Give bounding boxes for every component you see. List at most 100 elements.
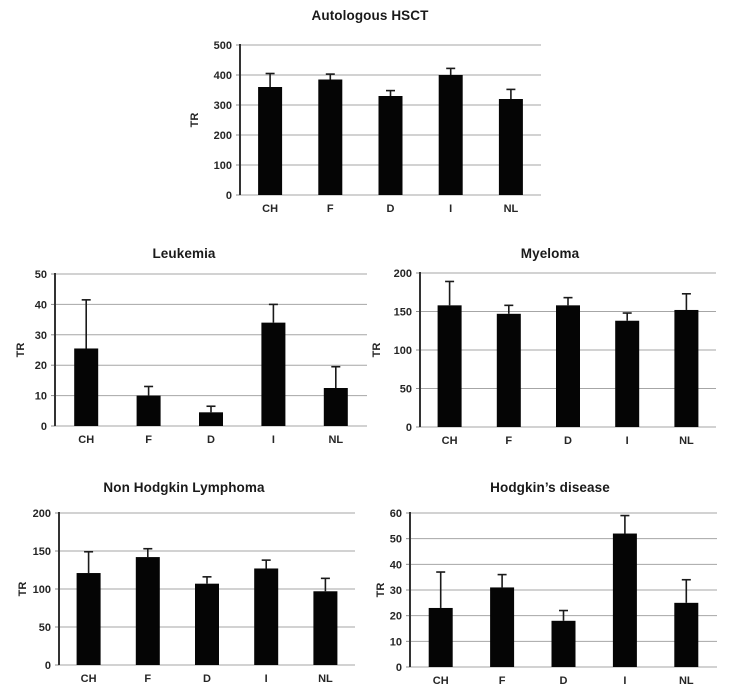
x-tick-label-nl: NL	[318, 673, 333, 685]
y-tick-label: 100	[214, 160, 232, 172]
bar-f	[318, 79, 343, 195]
bar-d	[195, 583, 219, 665]
x-tick-label-nl: NL	[328, 434, 343, 446]
y-tick-label: 150	[394, 307, 412, 319]
x-tick-label-ch: CH	[78, 434, 94, 446]
chart-leukemia: Leukemia 0 10 20 30 40 50 CH F D I NL TR	[0, 238, 368, 470]
x-tick-label-ch: CH	[262, 203, 278, 215]
x-tick-label-d: D	[207, 434, 215, 446]
y-tick-label: 300	[214, 100, 232, 112]
bar-ch	[428, 607, 453, 667]
bar-f	[135, 557, 160, 665]
x-tick-label-ch: CH	[442, 435, 458, 447]
y-tick-label: 10	[390, 636, 402, 648]
y-tick-label: 0	[396, 662, 402, 674]
x-tick-label-d: D	[387, 203, 395, 215]
y-tick-label: 20	[35, 360, 47, 372]
y-tick-label: 0	[45, 660, 51, 672]
y-axis-title: TR	[375, 583, 387, 598]
x-tick-label-f: F	[327, 203, 334, 215]
y-tick-label: 100	[33, 584, 51, 596]
bar-i	[254, 568, 279, 665]
x-tick-label-i: I	[272, 434, 275, 446]
x-tick-label-i: I	[626, 435, 629, 447]
y-tick-label: 30	[390, 585, 402, 597]
y-tick-label: 40	[35, 299, 47, 311]
chart-plot-myeloma: 0 50 100 150 200 CH F D I NL TR	[372, 268, 716, 447]
x-tick-label-d: D	[564, 435, 572, 447]
chart-title-leukemia: Leukemia	[152, 246, 216, 261]
bar-nl	[674, 309, 699, 427]
x-tick-label-f: F	[144, 673, 151, 685]
chart-title-autologous-hsct: Autologous HSCT	[311, 8, 429, 23]
y-tick-label: 50	[35, 269, 47, 281]
bar-f	[136, 395, 161, 426]
x-tick-label-i: I	[449, 203, 452, 215]
bar-nl	[323, 388, 348, 426]
bar-ch	[258, 87, 283, 195]
chart-plot-autologous-hsct: 0 100 200 300 400 500 CH F D I NL TR	[189, 40, 541, 215]
y-tick-label: 0	[406, 422, 412, 434]
y-tick-label: 40	[390, 559, 402, 571]
y-tick-label: 60	[390, 508, 402, 520]
y-tick-label: 0	[226, 190, 232, 202]
x-tick-label-f: F	[499, 675, 506, 687]
bar-ch	[76, 573, 101, 665]
y-tick-label: 150	[33, 546, 51, 558]
bar-f	[490, 587, 515, 667]
y-tick-label: 30	[35, 330, 47, 342]
x-tick-label-ch: CH	[433, 675, 449, 687]
y-axis-title: TR	[17, 582, 29, 597]
x-tick-label-ch: CH	[81, 673, 97, 685]
x-tick-label-f: F	[145, 434, 152, 446]
x-tick-label-d: D	[203, 673, 211, 685]
chart-myeloma: Myeloma 0 50 100 150 200 CH F D I NL TR	[372, 238, 728, 470]
bar-nl	[313, 591, 338, 665]
y-tick-label: 400	[214, 70, 232, 82]
bar-f	[496, 313, 521, 427]
chart-title-non-hodgkin-lymphoma: Non Hodgkin Lymphoma	[103, 480, 265, 495]
y-tick-label: 200	[33, 508, 51, 520]
bar-d	[199, 412, 223, 426]
chart-non-hodgkin-lymphoma: Non Hodgkin Lymphoma 0 50 100 150 200 CH F D I NL…	[0, 468, 368, 700]
chart-plot-hodgkins-disease: 0 10 20 30 40 50 60 CH F D I NL TR	[375, 508, 717, 687]
y-tick-label: 50	[390, 534, 402, 546]
bar-i	[261, 322, 286, 426]
bar-i	[438, 75, 463, 195]
bar-d	[556, 305, 580, 427]
bar-ch	[74, 348, 99, 426]
y-axis-title: TR	[372, 343, 383, 358]
x-tick-label-d: D	[560, 675, 568, 687]
bar-nl	[498, 99, 523, 195]
bar-i	[615, 320, 640, 427]
bar-ch	[437, 305, 462, 427]
chart-plot-non-hodgkin-lymphoma: 0 50 100 150 200 CH F D I NL TR	[17, 508, 355, 685]
y-tick-label: 20	[390, 611, 402, 623]
chart-title-myeloma: Myeloma	[520, 246, 580, 261]
bar-d	[551, 620, 576, 667]
x-tick-label-nl: NL	[679, 675, 694, 687]
y-tick-label: 10	[35, 391, 47, 403]
bar-d	[378, 96, 403, 195]
x-tick-label-f: F	[505, 435, 512, 447]
x-tick-label-i: I	[623, 675, 626, 687]
x-tick-label-nl: NL	[679, 435, 694, 447]
bar-i	[612, 533, 637, 667]
y-tick-label: 100	[394, 345, 412, 357]
chart-hodgkins-disease: Hodgkin’s disease 0 10 20 30 40 50 60 CH F D I NL TR	[372, 468, 728, 700]
chart-autologous-hsct: Autologous HSCT 0 100 200 300 400 500 CH F D I NL T…	[170, 2, 570, 230]
bar-nl	[674, 602, 699, 667]
y-tick-label: 0	[41, 421, 47, 433]
y-tick-label: 500	[214, 40, 232, 52]
chart-plot-leukemia: 0 10 20 30 40 50 CH F D I NL TR	[15, 269, 367, 446]
y-tick-label: 50	[400, 384, 412, 396]
y-axis-title: TR	[15, 343, 27, 358]
y-tick-label: 50	[39, 622, 51, 634]
y-tick-label: 200	[214, 130, 232, 142]
y-tick-label: 200	[394, 268, 412, 280]
y-axis-title: TR	[189, 113, 201, 128]
x-tick-label-i: I	[265, 673, 268, 685]
x-tick-label-nl: NL	[504, 203, 519, 215]
chart-title-hodgkins-disease: Hodgkin’s disease	[490, 480, 610, 495]
